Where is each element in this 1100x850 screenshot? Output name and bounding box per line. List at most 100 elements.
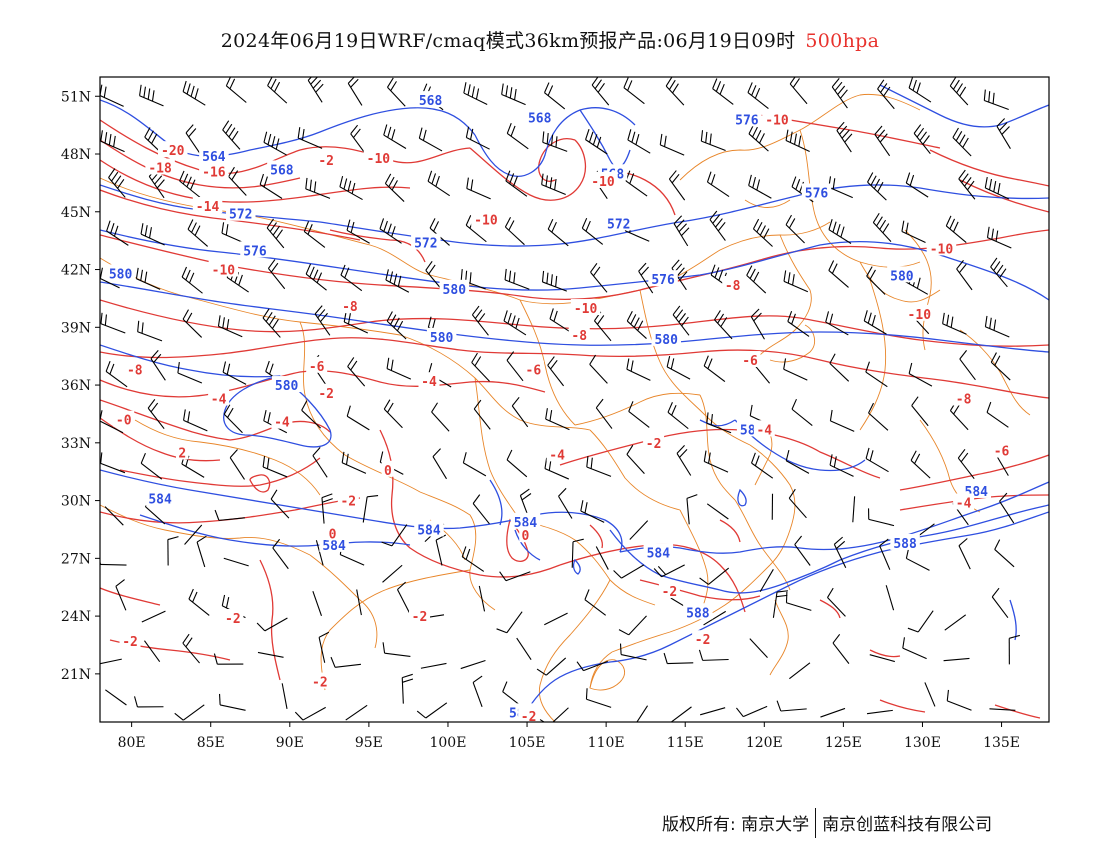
x-tick-label: 130E [904, 735, 941, 751]
wind-barb [104, 506, 124, 526]
wind-barb [986, 401, 1009, 428]
wind-barb [942, 312, 967, 335]
wind-barb [314, 305, 331, 336]
wind-barb [420, 662, 447, 669]
x-tick-label: 115E [667, 735, 704, 751]
wind-barb [663, 652, 694, 665]
y-tick-label: 45N [61, 205, 91, 221]
wind-barb [256, 617, 288, 632]
wind-barb [787, 310, 810, 337]
wind-barb [505, 170, 528, 197]
wind-barb [347, 77, 363, 106]
isotherm-label: -6 [309, 360, 325, 375]
wind-barb [958, 169, 976, 200]
height-contour-label: 580 [109, 267, 133, 282]
wind-barb [539, 707, 569, 722]
wind-barb [330, 656, 361, 668]
isotherm-label: -2 [412, 610, 428, 625]
wind-barb [218, 693, 246, 711]
wind-barb [585, 688, 612, 708]
isotherm-label: -4 [211, 393, 227, 408]
wind-barb [943, 657, 970, 662]
wind-barb [885, 585, 895, 611]
height-contour-label-bg [199, 146, 229, 163]
wind-barb [100, 130, 125, 153]
wind-barb [416, 702, 448, 719]
wind-barb [385, 269, 410, 293]
height-contour-label: 576 [805, 187, 829, 202]
wind-barbs [100, 77, 1020, 722]
wind-barb [653, 564, 685, 578]
wind-barb [879, 538, 891, 570]
wind-barb [266, 218, 285, 249]
wind-barb [785, 591, 812, 611]
wind-barb [791, 398, 813, 426]
wind-barb [147, 399, 165, 429]
wind-barb [746, 265, 767, 294]
wind-barb [305, 177, 331, 199]
height-contour-label-bg [510, 512, 541, 529]
isotherm-label: -4 [756, 423, 772, 438]
wind-barb [991, 587, 1009, 618]
height-contour-label-bg [240, 241, 270, 258]
wind-barb [350, 124, 367, 156]
isotherm-label-bg [315, 150, 337, 167]
wind-barb [827, 587, 846, 617]
height-contour-label-bg [524, 108, 555, 125]
wind-barb [339, 176, 363, 201]
wind-barb [542, 131, 568, 152]
wind-barb [772, 590, 789, 618]
wind-barb [828, 260, 849, 288]
wind-barb [676, 444, 692, 476]
height-contour-label-bg [145, 489, 175, 506]
wind-barb [700, 130, 726, 152]
wind-barb [303, 221, 326, 248]
isotherm-label: -2 [122, 635, 138, 650]
wind-barb [874, 125, 891, 157]
isotherm-label: -4 [274, 416, 290, 431]
wind-barb [432, 448, 447, 480]
isotherm-label-bg [309, 672, 331, 689]
isotherm-label: -20 [161, 144, 185, 159]
wind-barb [863, 310, 887, 335]
isotherm-label-bg [326, 524, 339, 541]
wind-barb [501, 83, 526, 106]
wind-barb [867, 508, 895, 527]
wind-barb [321, 493, 333, 524]
height-contour-label: 584 [647, 547, 671, 562]
title-level: 500hpa [805, 30, 880, 52]
wind-barb [789, 662, 811, 680]
copyright-company: 南京创蓝科技有限公司 [822, 815, 993, 835]
wind-barb [825, 311, 849, 336]
wind-barb [471, 305, 489, 336]
x-tick-label: 120E [746, 735, 783, 751]
wind-barb [144, 640, 161, 663]
wind-barb [504, 217, 525, 246]
wind-barb [382, 642, 411, 657]
wind-barb [686, 494, 698, 525]
title-main: 2024年06月19日WRF/cmaq模式36km预报产品:06月19日09时 [220, 30, 796, 52]
wind-barb [902, 637, 927, 660]
isotherm-label: -14 [196, 200, 220, 215]
height-contour-label: 564 [202, 150, 226, 165]
wind-barb [820, 707, 846, 718]
height-contour-label-bg [732, 110, 762, 127]
isotherm-label-bg [471, 210, 501, 227]
wind-barb [217, 315, 243, 338]
isotherm-label-bg [926, 239, 957, 256]
height-contour-label-bg [643, 543, 674, 560]
isotherm-label-bg [208, 389, 230, 406]
height-contour-label: 568 [270, 163, 294, 178]
height-contour-label: 568 [419, 94, 443, 109]
wind-barb [384, 173, 405, 202]
isotherm-label: 0 [522, 529, 530, 544]
wind-barb [638, 262, 654, 294]
wind-barb [990, 257, 1008, 288]
wind-barb [150, 350, 166, 381]
wind-barb [541, 270, 568, 292]
height-contour-label: 572 [414, 237, 437, 252]
isotherm-label-bg [222, 609, 244, 626]
wind-barb [545, 408, 570, 431]
wind-barb [571, 538, 584, 568]
isotherm-label: -2 [225, 612, 241, 627]
